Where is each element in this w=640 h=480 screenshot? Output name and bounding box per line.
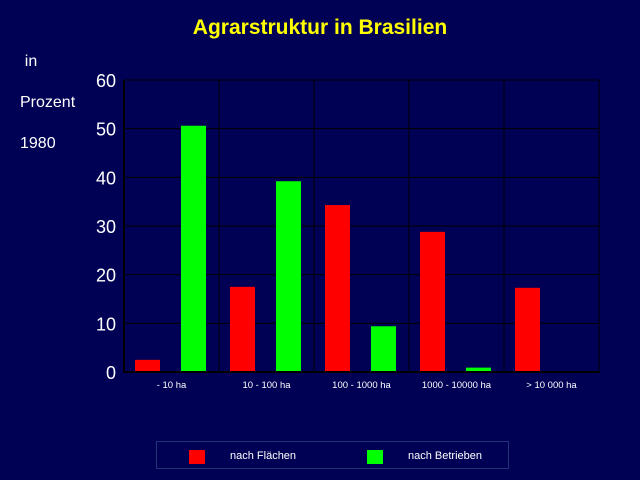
- bar-nach-flaechen-3: [420, 231, 445, 372]
- y-tick-label: 10: [96, 314, 116, 334]
- bar-nach-flaechen-4: [515, 287, 540, 372]
- legend-swatch-nach-flaechen: [189, 450, 205, 464]
- y-tick-label: 60: [96, 71, 116, 91]
- chart-title: Agrarstruktur in Brasilien: [192, 16, 448, 39]
- legend: nach Flächen nach Betrieben: [156, 441, 509, 469]
- x-tick-label: 100 - 1000 ha: [332, 380, 391, 391]
- bar-nach-flaechen-1: [230, 286, 255, 372]
- x-tick-label: 10 - 100 ha: [242, 380, 291, 391]
- y-tick-label: 50: [96, 120, 116, 140]
- legend-label-nach-betrieben: nach Betrieben: [408, 450, 482, 462]
- x-tick-label: > 10 000 ha: [526, 380, 577, 391]
- bar-nach-flaechen-0: [135, 359, 160, 372]
- bar-nach-flaechen-2: [325, 205, 350, 372]
- bar-nach-betrieben-2: [371, 326, 396, 372]
- y-tick-label: 0: [106, 363, 116, 383]
- x-tick-label: - 10 ha: [157, 380, 187, 391]
- x-tick-label: 1000 - 10000 ha: [422, 380, 492, 391]
- bar-nach-betrieben-3: [466, 367, 491, 372]
- y-tick-label: 40: [96, 168, 116, 188]
- y-tick-label: 20: [96, 266, 116, 286]
- bar-nach-betrieben-1: [276, 181, 301, 372]
- bar-nach-betrieben-0: [181, 125, 206, 372]
- legend-swatch-nach-betrieben: [367, 450, 383, 464]
- y-tick-label: 30: [96, 217, 116, 237]
- legend-label-nach-flaechen: nach Flächen: [230, 450, 297, 462]
